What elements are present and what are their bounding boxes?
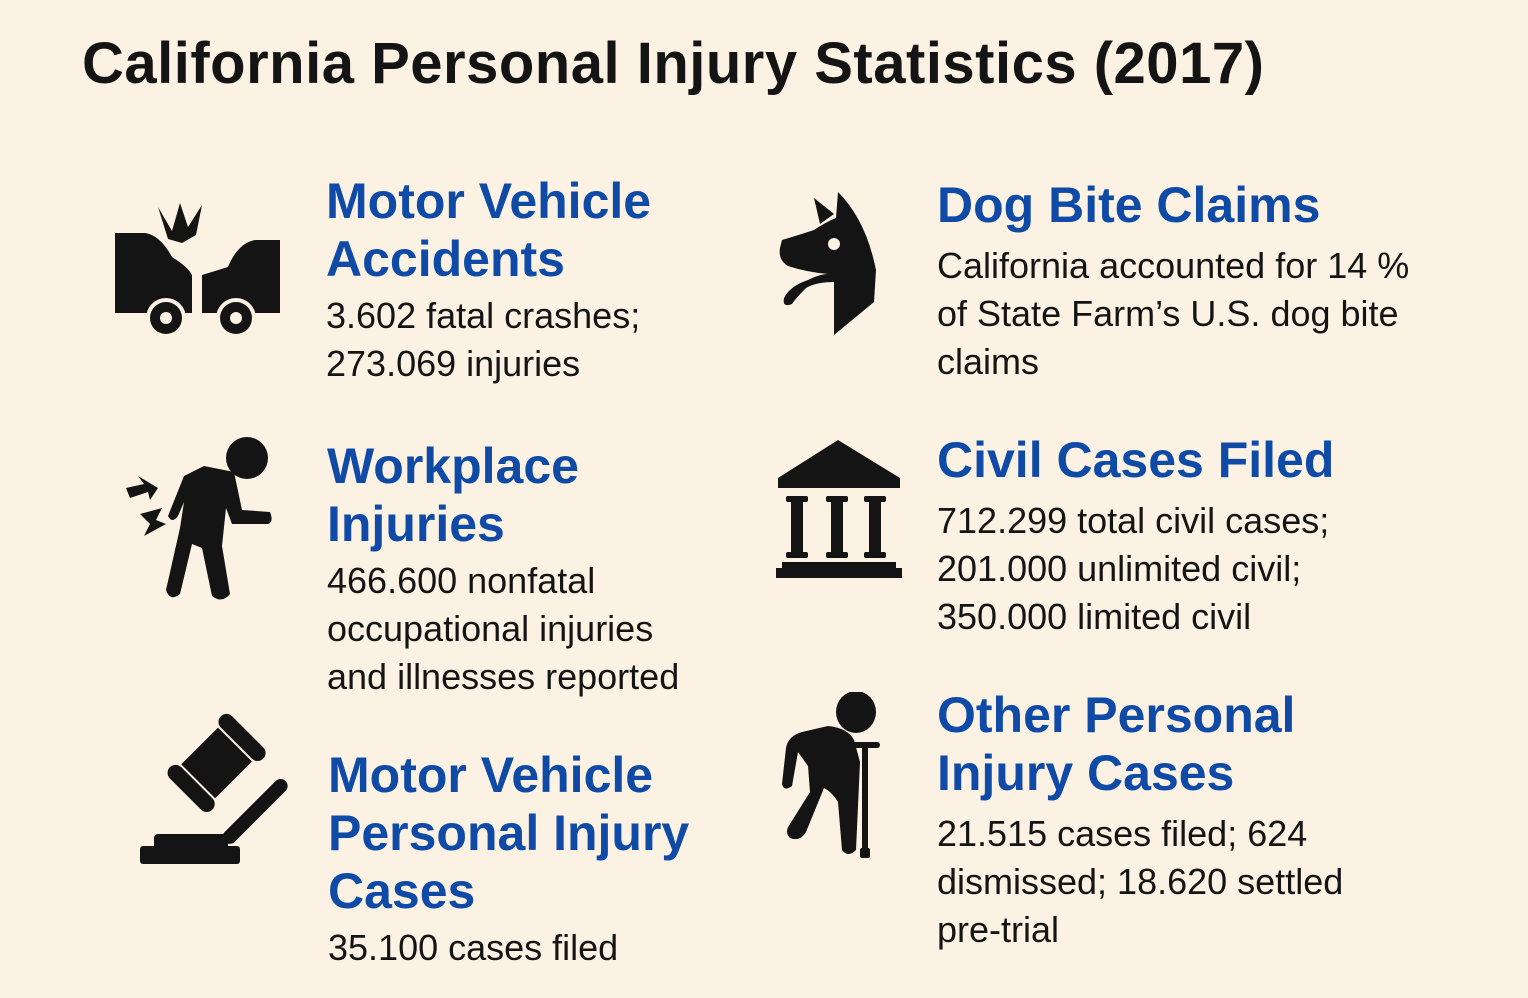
card-heading: Dog Bite Claims [937, 176, 1409, 234]
heading-line: Workplace [327, 438, 579, 494]
body-line: occupational injuries [327, 608, 654, 649]
back-pain-worker-icon [122, 436, 277, 601]
body-line: 35.100 cases filed [328, 927, 619, 968]
heading-line: Motor Vehicle [326, 173, 652, 229]
card-heading: Workplace Injuries [327, 437, 679, 553]
card-body: 466.600 nonfatal occupational injuries a… [327, 557, 679, 701]
card-heading: Other Personal Injury Cases [937, 686, 1343, 802]
card-body: California accounted for 14 % of State F… [937, 242, 1409, 386]
body-line: 21.515 cases filed; 624 [937, 813, 1308, 854]
heading-line: Accidents [326, 231, 565, 287]
heading-line: Other Personal [937, 687, 1296, 743]
card-body: 35.100 cases filed [328, 924, 689, 972]
heading-line: Civil Cases Filed [937, 432, 1335, 488]
dog-icon [776, 190, 886, 338]
car-crash-icon [110, 195, 285, 335]
heading-line: Motor Vehicle [328, 747, 654, 803]
card-body: 712.299 total civil cases; 201.000 unlim… [937, 497, 1334, 641]
heading-line: Cases [328, 863, 476, 919]
courthouse-icon [774, 438, 904, 580]
page-title: California Personal Injury Statistics (2… [82, 31, 1265, 96]
body-line: pre-trial [937, 909, 1060, 950]
body-line: 273.069 injuries [326, 343, 581, 384]
card-heading: Civil Cases Filed [937, 431, 1334, 489]
person-with-crutch-icon [778, 692, 882, 860]
card-body: 3.602 fatal crashes; 273.069 injuries [326, 292, 651, 388]
body-line: 466.600 nonfatal [327, 560, 596, 601]
card-body: 21.515 cases filed; 624 dismissed; 18.62… [937, 810, 1343, 954]
body-line: claims [937, 341, 1040, 382]
heading-line: Injuries [327, 496, 505, 552]
body-line: 3.602 fatal crashes; [326, 295, 641, 336]
heading-line: Personal Injury [328, 805, 690, 861]
card-heading: Motor Vehicle Accidents [326, 172, 651, 288]
body-line: 350.000 limited civil [937, 596, 1252, 637]
gavel-icon [138, 710, 296, 866]
body-line: dismissed; 18.620 settled [937, 861, 1344, 902]
body-line: 201.000 unlimited civil; [937, 548, 1302, 589]
body-line: of State Farm’s U.S. dog bite [937, 293, 1399, 334]
heading-line: Injury Cases [937, 745, 1235, 801]
heading-line: Dog Bite Claims [937, 177, 1321, 233]
body-line: 712.299 total civil cases; [937, 500, 1330, 541]
card-heading: Motor Vehicle Personal Injury Cases [328, 746, 689, 920]
body-line: and illnesses reported [327, 656, 680, 697]
body-line: California accounted for 14 % [937, 245, 1410, 286]
